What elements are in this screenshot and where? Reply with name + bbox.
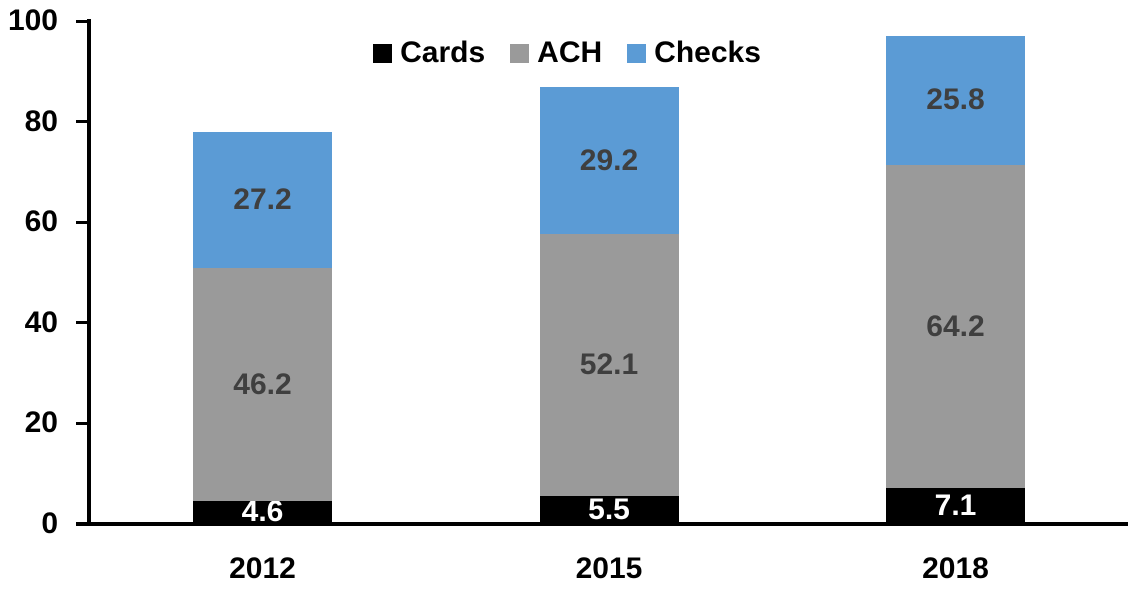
chart-legend: Cards ACH Checks xyxy=(0,38,1134,68)
y-tick-label: 20 xyxy=(24,406,58,440)
legend-item: Checks xyxy=(627,38,761,68)
legend-label: Checks xyxy=(654,36,761,69)
bar-segment-ach-2018 xyxy=(886,165,1025,489)
legend-swatch-checks-icon xyxy=(627,43,647,63)
y-tick-label: 100 xyxy=(7,4,58,37)
bar-segment-label: 4.6 xyxy=(241,495,284,529)
x-axis-line xyxy=(76,522,1128,526)
bar-segment-label: 27.2 xyxy=(233,183,292,217)
y-tick-label: 60 xyxy=(24,205,58,239)
bar-segment-checks-2012 xyxy=(193,131,332,269)
y-tick-mark xyxy=(76,120,88,124)
bar-segment-cards-2015 xyxy=(539,496,679,524)
bar-segment-checks-2015 xyxy=(539,87,679,235)
y-tick-mark xyxy=(76,220,88,224)
y-axis-line xyxy=(87,19,91,525)
bar-segment-label: 52.1 xyxy=(579,348,639,382)
y-tick-label: 40 xyxy=(24,305,58,339)
bar-segment-cards-2012 xyxy=(193,500,332,524)
y-tick-mark xyxy=(76,321,88,325)
x-category-label: 2012 xyxy=(229,552,296,585)
legend-swatch-cards-icon xyxy=(373,43,393,63)
y-tick-mark xyxy=(76,421,88,425)
bar-segment-label: 64.2 xyxy=(926,309,985,343)
legend-label: ACH xyxy=(537,36,603,69)
bar-segment-label: 5.5 xyxy=(588,493,630,527)
legend-item: Cards xyxy=(373,38,485,68)
bar-segment-label: 46.2 xyxy=(233,367,292,401)
y-tick-mark xyxy=(76,522,88,526)
y-tick-label: 0 xyxy=(41,507,58,540)
legend-label: Cards xyxy=(400,36,486,69)
bar-segment-checks-2018 xyxy=(886,35,1025,166)
bar-segment-ach-2015 xyxy=(539,234,679,497)
bar-segment-cards-2018 xyxy=(886,488,1025,524)
y-tick-label: 80 xyxy=(24,104,58,138)
x-category-label: 2015 xyxy=(575,552,643,585)
bar-segment-ach-2012 xyxy=(193,268,332,501)
bar-segment-label: 25.8 xyxy=(926,83,985,117)
x-category-label: 2018 xyxy=(922,552,989,585)
bar-segment-label: 29.2 xyxy=(579,143,639,177)
bar-segment-label: 7.1 xyxy=(934,489,977,523)
legend-item: ACH xyxy=(510,38,602,68)
legend-swatch-ach-icon xyxy=(510,43,530,63)
y-tick-mark xyxy=(76,19,88,23)
